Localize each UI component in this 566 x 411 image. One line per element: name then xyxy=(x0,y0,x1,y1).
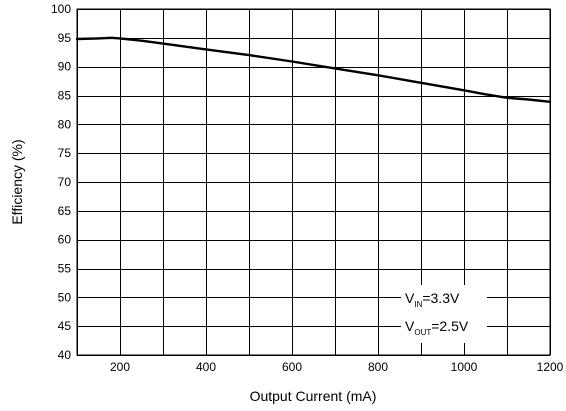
y-tick-label: 90 xyxy=(58,60,72,74)
y-tick-label: 65 xyxy=(58,204,72,218)
x-tick-label: 1200 xyxy=(537,360,564,374)
tick-label-layer: 40 45 50 55 60 65 70 75 80 85 90 95 100 200 400 600 800 1… xyxy=(51,2,564,374)
y-tick-label: 50 xyxy=(58,290,72,304)
y-tick-label: 60 xyxy=(58,233,72,247)
y-tick-label: 85 xyxy=(58,89,72,103)
y-tick-label: 100 xyxy=(51,2,71,16)
y-tick-label: 95 xyxy=(58,31,72,45)
y-axis-title: Efficiency (%) xyxy=(9,139,25,224)
x-tick-label: 1000 xyxy=(451,360,478,374)
plot-frame xyxy=(76,8,551,356)
y-tick-label: 75 xyxy=(58,146,72,160)
vout-annotation: VOUT=2.5V xyxy=(405,318,469,337)
y-tick-label: 70 xyxy=(58,175,72,189)
vin-annotation: VIN=3.3V xyxy=(405,290,460,309)
annotation-layer: VIN=3.3V VOUT=2.5V xyxy=(401,285,487,343)
y-tick-label: 45 xyxy=(58,319,72,333)
x-tick-label: 600 xyxy=(282,360,302,374)
annotation-background xyxy=(401,285,487,343)
x-tick-label: 400 xyxy=(196,360,216,374)
efficiency-series-line xyxy=(75,36,552,104)
x-tick-label: 200 xyxy=(110,360,130,374)
y-tick-label: 80 xyxy=(58,117,72,131)
x-axis-title: Output Current (mA) xyxy=(250,388,377,404)
x-tick-label: 800 xyxy=(368,360,388,374)
y-tick-label: 40 xyxy=(58,348,72,362)
y-tick-label: 55 xyxy=(58,262,72,276)
series-layer xyxy=(75,36,552,104)
